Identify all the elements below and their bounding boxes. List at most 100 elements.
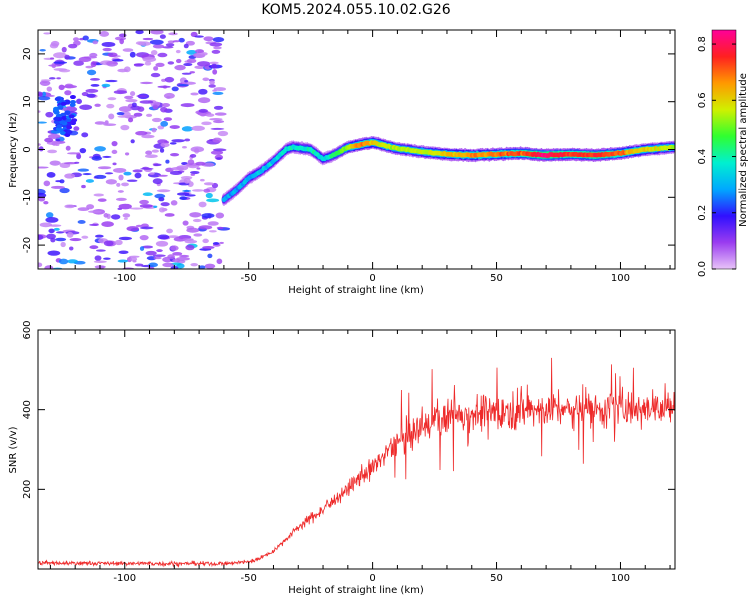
noise-cell [123, 217, 128, 220]
noise-cell [64, 83, 74, 89]
noise-cell [207, 253, 213, 259]
noise-cell [190, 92, 199, 96]
y-tick-label: -10 [22, 189, 33, 205]
noise-cell [203, 36, 214, 42]
noise-cell [170, 200, 178, 206]
x-tick-label: -50 [241, 573, 257, 584]
noise-cell [86, 93, 96, 98]
noise-cell [186, 58, 197, 64]
noise-cell [61, 46, 67, 53]
noise-cell [53, 227, 60, 231]
noise-cell [59, 187, 70, 194]
noise-cell [110, 214, 121, 220]
noise-cell [86, 204, 95, 210]
colorbar-label: Normalized spectral amplitude [738, 73, 749, 227]
noise-cell [153, 163, 162, 167]
noise-cell [59, 179, 65, 184]
noise-cell [53, 120, 60, 125]
noise-cell [82, 173, 92, 176]
noise-cell [107, 52, 118, 57]
noise-cell [69, 100, 76, 105]
noise-cell [53, 68, 68, 71]
noise-cell [176, 263, 185, 269]
noise-cell [179, 196, 188, 200]
noise-cell [156, 189, 171, 193]
noise-cell [106, 103, 115, 109]
noise-cell [81, 184, 86, 189]
noise-cell [176, 192, 190, 196]
noise-cell [150, 72, 161, 78]
noise-cell [59, 120, 66, 125]
noise-cell [163, 117, 173, 121]
noise-cell [129, 207, 144, 210]
noise-cell [212, 242, 220, 245]
noise-cell [90, 83, 100, 87]
noise-cell [150, 30, 164, 35]
noise-cell [107, 97, 117, 101]
noise-cell [210, 127, 225, 130]
noise-cell [153, 66, 159, 71]
noise-cell [183, 43, 189, 49]
noise-cell [41, 80, 48, 84]
noise-cell [189, 212, 202, 218]
noise-cell [140, 167, 154, 170]
noise-cell [139, 204, 153, 208]
y-tick-label: 600 [22, 320, 33, 339]
noise-cell [73, 126, 80, 131]
noise-cell [190, 31, 198, 37]
noise-cell [118, 236, 132, 241]
noise-cell [111, 149, 118, 155]
noise-cell [124, 95, 134, 100]
noise-cell [63, 162, 78, 165]
noise-cell [82, 35, 89, 41]
noise-cell [144, 154, 158, 159]
noise-cell [65, 145, 71, 151]
noise-cell [191, 125, 205, 131]
noise-cell [173, 236, 187, 242]
noise-cell [53, 116, 60, 121]
noise-cell [169, 142, 177, 145]
noise-cell [198, 108, 208, 113]
noise-cell [136, 94, 148, 98]
noise-cell [118, 106, 132, 113]
noise-cell [129, 51, 136, 58]
noise-cell [141, 134, 155, 139]
noise-cell [190, 262, 199, 267]
noise-cell [163, 92, 175, 99]
noise-cell [176, 256, 190, 261]
noise-cell [199, 178, 205, 182]
noise-cell [50, 237, 56, 243]
noise-cell [53, 110, 60, 115]
noise-cell [142, 37, 154, 41]
x-tick-label: 0 [369, 273, 375, 284]
noise-cell [199, 112, 206, 117]
noise-cell [104, 172, 114, 175]
noise-cell [49, 160, 61, 166]
noise-cell [153, 256, 162, 260]
y-tick-label: 400 [22, 400, 33, 419]
noise-cell [157, 234, 170, 240]
noise-cell [116, 112, 125, 116]
noise-cell [150, 50, 158, 56]
colorbar-tick-label: 0.2 [697, 205, 708, 221]
noise-cell [206, 198, 220, 203]
noise-cell [203, 182, 214, 186]
noise-cell [38, 234, 44, 241]
noise-cell [184, 80, 189, 83]
noise-cell [46, 86, 53, 92]
noise-cell [74, 161, 80, 164]
noise-cell [93, 193, 104, 197]
noise-cell [212, 91, 224, 96]
noise-cell [69, 102, 76, 107]
noise-cell [64, 54, 71, 60]
noise-cell [40, 79, 52, 82]
noise-cell [103, 240, 114, 247]
noise-cell [44, 265, 54, 269]
noise-cell [99, 31, 110, 37]
noise-cell [210, 150, 224, 155]
noise-cell [46, 171, 56, 178]
noise-cell [60, 101, 67, 106]
noise-cell [65, 118, 72, 123]
